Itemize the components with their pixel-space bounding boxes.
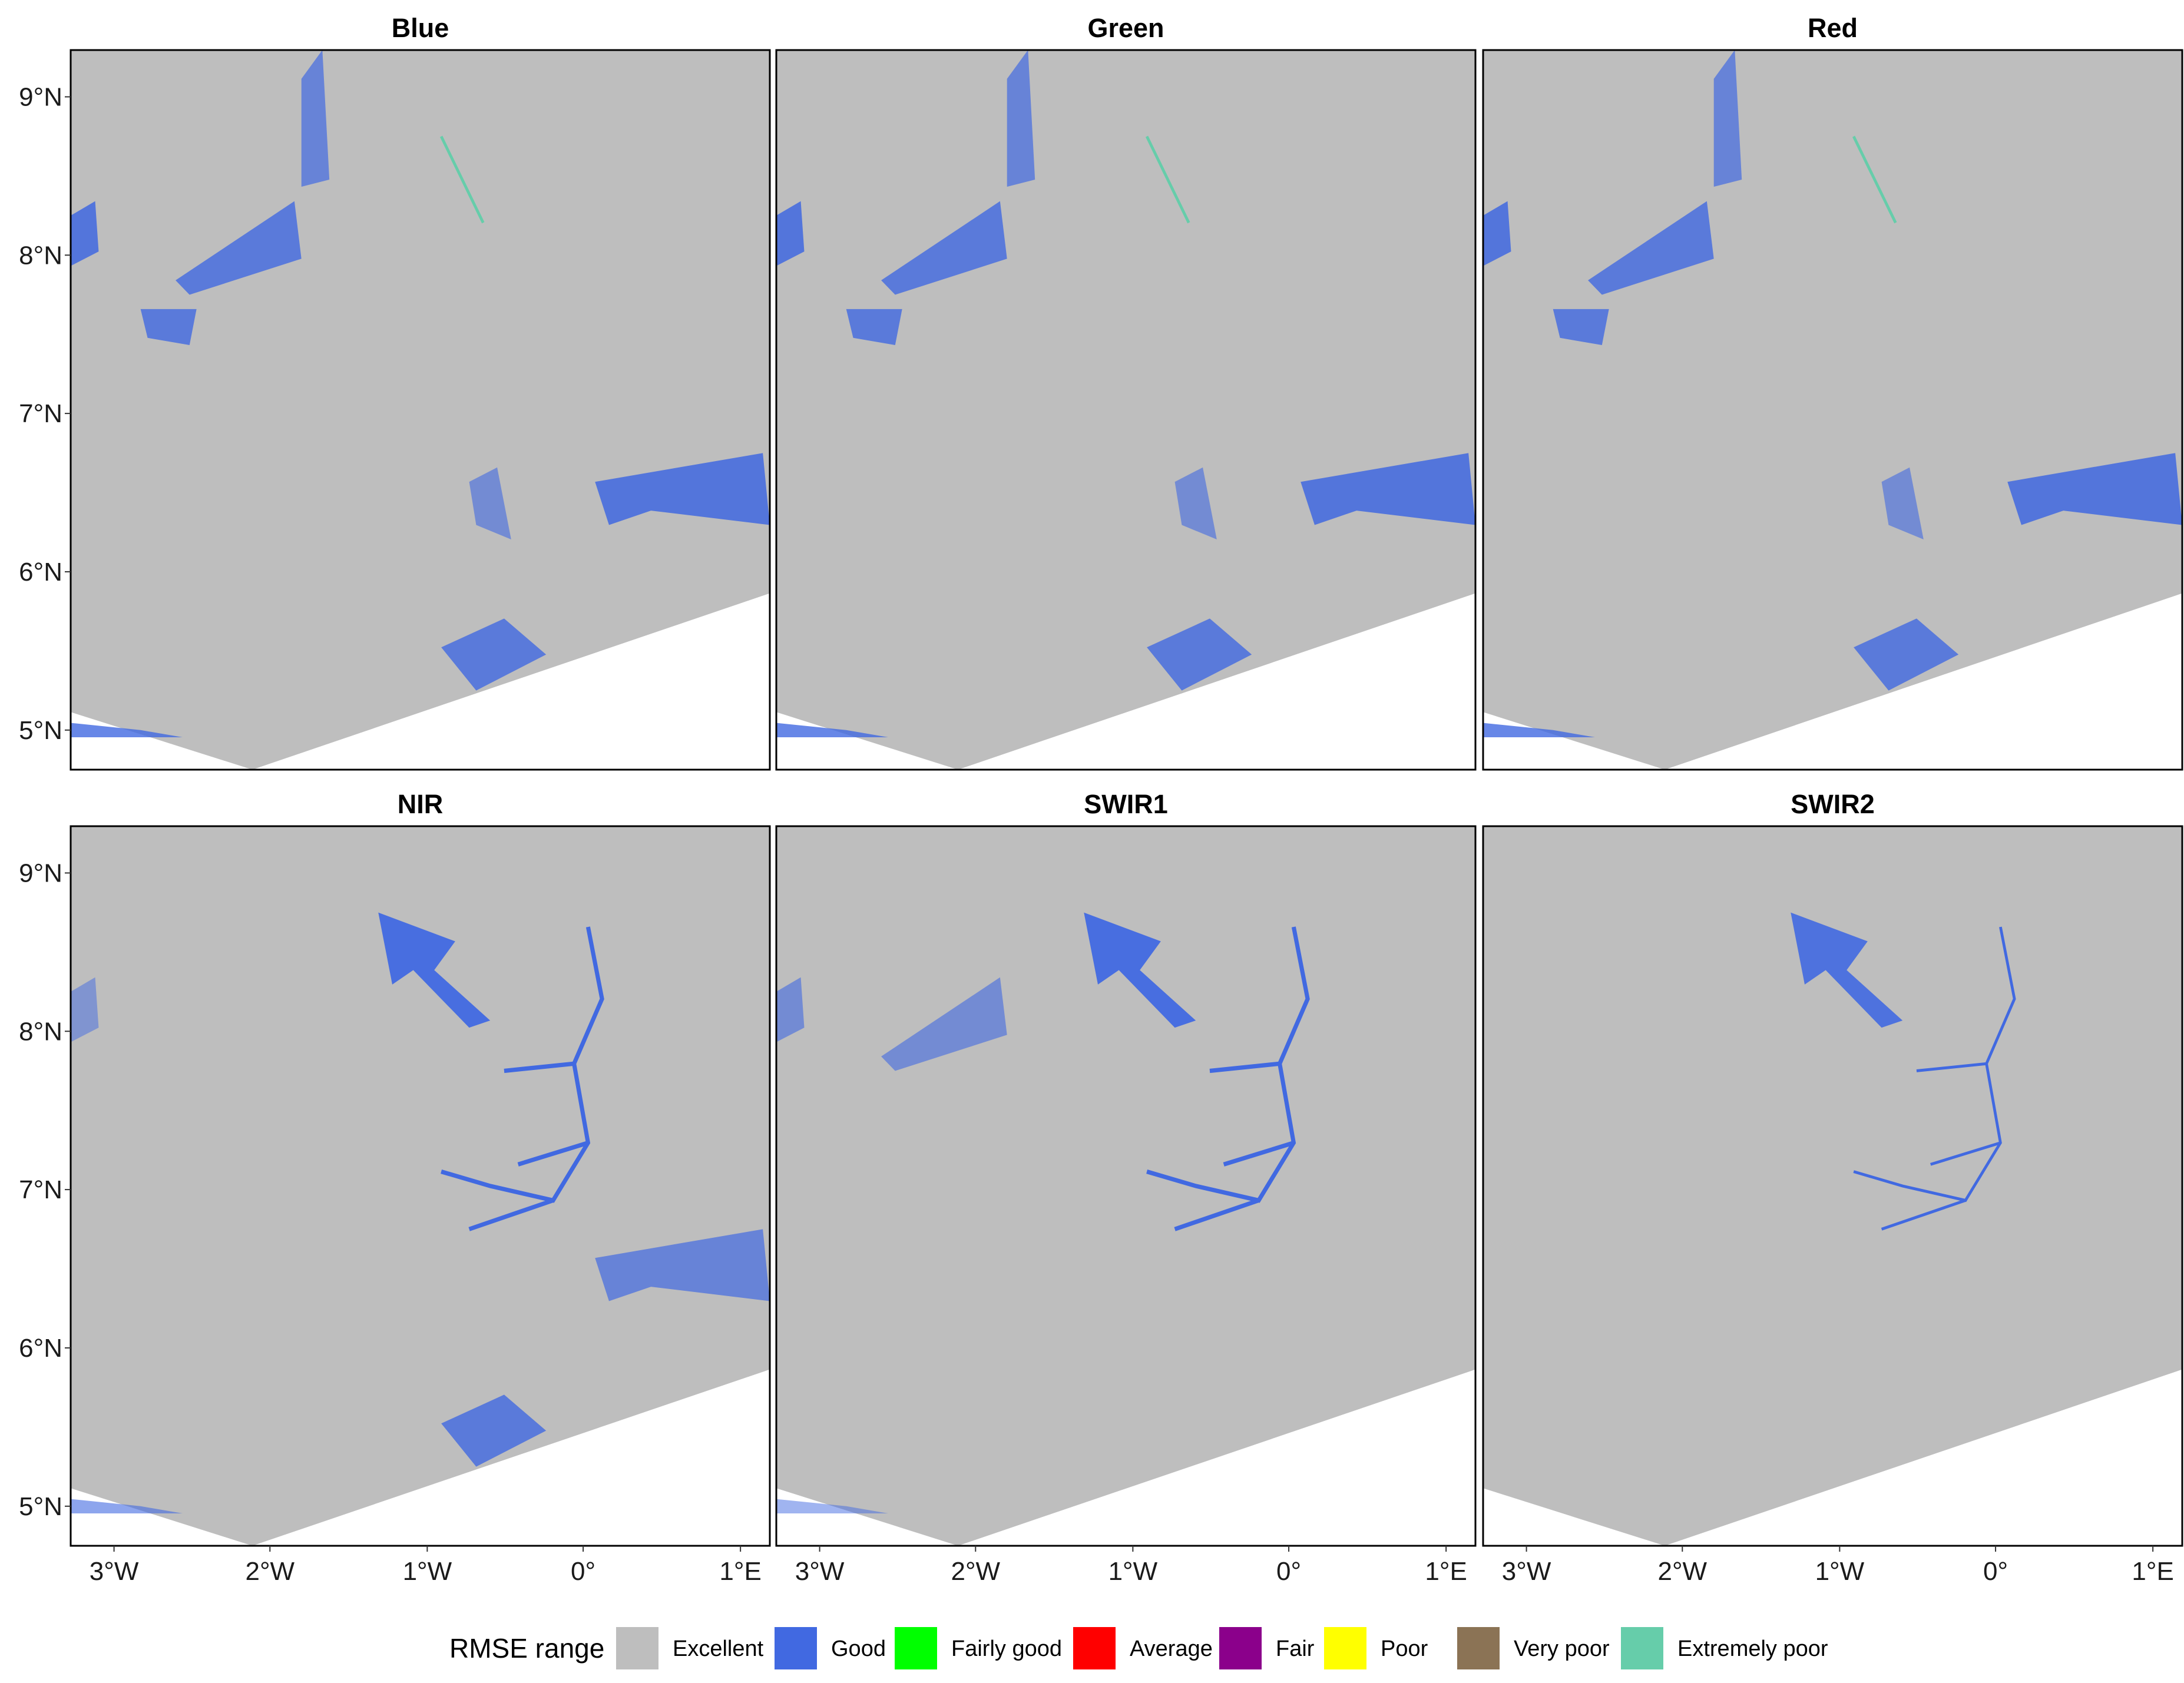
- lat-tick-label: 9°N: [19, 82, 62, 111]
- panel-border: [775, 49, 1477, 771]
- lon-tick-label: 2°W: [951, 1557, 1000, 1586]
- legend-title: RMSE range: [449, 1633, 604, 1664]
- legend-swatch: [1457, 1627, 1500, 1669]
- good-rmse-areas: [71, 912, 770, 1514]
- raster-footprint: [1483, 50, 2182, 770]
- legend-swatch: [1621, 1627, 1663, 1669]
- legend-label: Good: [831, 1636, 886, 1661]
- map-panel-nir: NIR 9°N 8°N 7°N 6°N 5°N 3°W 2°W 1°W 0° 1°E: [19, 789, 771, 1586]
- rmse-legend: RMSE range Excellent Good Fairly good Averag…: [449, 1627, 1828, 1669]
- lat-tick-label: 5°N: [19, 1492, 62, 1521]
- lat-tick-label: 6°N: [19, 558, 62, 587]
- panel-border: [70, 49, 771, 771]
- panel-title: SWIR2: [1791, 789, 1875, 819]
- lat-tick-label: 7°N: [19, 1175, 62, 1204]
- panel-border: [70, 825, 771, 1547]
- good-rmse-areas: [71, 50, 770, 738]
- legend-swatch: [1324, 1627, 1366, 1669]
- lat-tick-label: 8°N: [19, 241, 62, 270]
- panel-title: NIR: [398, 789, 444, 819]
- panel-title: Green: [1087, 13, 1164, 43]
- legend-label: Excellent: [673, 1636, 764, 1661]
- raster-footprint: [1483, 826, 2182, 1546]
- good-rmse-areas: [1483, 50, 2182, 738]
- legend-label: Fairly good: [951, 1636, 1062, 1661]
- lon-tick-label: 0°: [1276, 1557, 1301, 1586]
- panel-border: [1482, 49, 2183, 771]
- raster-footprint: [776, 826, 1475, 1546]
- lat-tick-label: 6°N: [19, 1334, 62, 1363]
- lon-tick-label: 1°E: [2132, 1557, 2173, 1586]
- lat-tick-label: 8°N: [19, 1017, 62, 1046]
- lat-tick-label: 9°N: [19, 859, 62, 887]
- raster-footprint: [776, 50, 1475, 770]
- legend-swatch: [616, 1627, 658, 1669]
- lon-tick-label: 1°W: [1815, 1557, 1865, 1586]
- raster-footprint: [71, 50, 770, 770]
- panel-title: Red: [1808, 13, 1858, 43]
- map-panel-green: Green: [775, 13, 1477, 771]
- legend-label: Very poor: [1514, 1636, 1610, 1661]
- legend-swatch: [1219, 1627, 1262, 1669]
- legend-swatch: [1073, 1627, 1116, 1669]
- good-rmse-areas: [776, 912, 1310, 1514]
- lon-tick-label: 0°: [571, 1557, 595, 1586]
- panel-border: [1482, 825, 2183, 1547]
- panel-title: Blue: [392, 13, 449, 43]
- lon-tick-label: 2°W: [1657, 1557, 1707, 1586]
- lon-tick-label: 3°W: [795, 1557, 845, 1586]
- legend-label: Average: [1130, 1636, 1213, 1661]
- good-rmse-areas: [776, 50, 1475, 738]
- map-panel-blue: Blue 9°N 8°N 7°N 6°N 5°N: [19, 13, 771, 771]
- lon-tick-label: 1°E: [719, 1557, 761, 1586]
- lon-tick-label: 1°W: [1108, 1557, 1158, 1586]
- panel-title: SWIR1: [1084, 789, 1168, 819]
- panel-border: [775, 825, 1477, 1547]
- lat-tick-label: 5°N: [19, 716, 62, 745]
- legend-label: Extremely poor: [1677, 1636, 1828, 1661]
- legend-label: Fair: [1276, 1636, 1315, 1661]
- map-panel-red: Red: [1482, 13, 2183, 771]
- legend-label: Poor: [1381, 1636, 1428, 1661]
- lat-tick-label: 7°N: [19, 399, 62, 428]
- lon-tick-label: 3°W: [1502, 1557, 1551, 1586]
- good-rmse-areas: [1791, 912, 2016, 1231]
- map-panel-swir2: SWIR2 3°W 2°W 1°W 0° 1°E: [1482, 789, 2183, 1586]
- legend-swatch: [895, 1627, 937, 1669]
- lon-tick-label: 2°W: [245, 1557, 294, 1586]
- legend-swatch: [775, 1627, 817, 1669]
- lon-tick-label: 3°W: [90, 1557, 139, 1586]
- lon-tick-label: 1°E: [1425, 1557, 1467, 1586]
- lon-tick-label: 0°: [1983, 1557, 2008, 1586]
- raster-footprint: [71, 826, 770, 1546]
- map-panel-swir1: SWIR1 3°W 2°W 1°W 0° 1°E: [775, 789, 1477, 1586]
- lon-tick-label: 1°W: [403, 1557, 452, 1586]
